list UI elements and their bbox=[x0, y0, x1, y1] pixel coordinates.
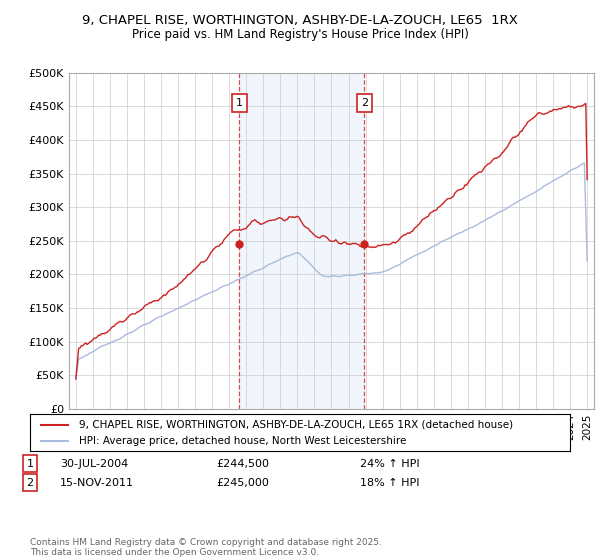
Text: 1: 1 bbox=[236, 98, 242, 108]
Text: 1: 1 bbox=[26, 459, 34, 469]
Text: 30-JUL-2004: 30-JUL-2004 bbox=[60, 459, 128, 469]
Text: HPI: Average price, detached house, North West Leicestershire: HPI: Average price, detached house, Nort… bbox=[79, 436, 406, 446]
Text: £244,500: £244,500 bbox=[216, 459, 269, 469]
Text: 18% ↑ HPI: 18% ↑ HPI bbox=[360, 478, 419, 488]
Text: 24% ↑ HPI: 24% ↑ HPI bbox=[360, 459, 419, 469]
Text: 15-NOV-2011: 15-NOV-2011 bbox=[60, 478, 134, 488]
Text: Price paid vs. HM Land Registry's House Price Index (HPI): Price paid vs. HM Land Registry's House … bbox=[131, 28, 469, 41]
Text: 2: 2 bbox=[361, 98, 368, 108]
Bar bbox=[239, 73, 364, 409]
Text: £245,000: £245,000 bbox=[216, 478, 269, 488]
Text: 2: 2 bbox=[26, 478, 34, 488]
Text: 9, CHAPEL RISE, WORTHINGTON, ASHBY-DE-LA-ZOUCH, LE65 1RX (detached house): 9, CHAPEL RISE, WORTHINGTON, ASHBY-DE-LA… bbox=[79, 419, 513, 430]
Text: Contains HM Land Registry data © Crown copyright and database right 2025.
This d: Contains HM Land Registry data © Crown c… bbox=[30, 538, 382, 557]
Text: 9, CHAPEL RISE, WORTHINGTON, ASHBY-DE-LA-ZOUCH, LE65  1RX: 9, CHAPEL RISE, WORTHINGTON, ASHBY-DE-LA… bbox=[82, 14, 518, 27]
